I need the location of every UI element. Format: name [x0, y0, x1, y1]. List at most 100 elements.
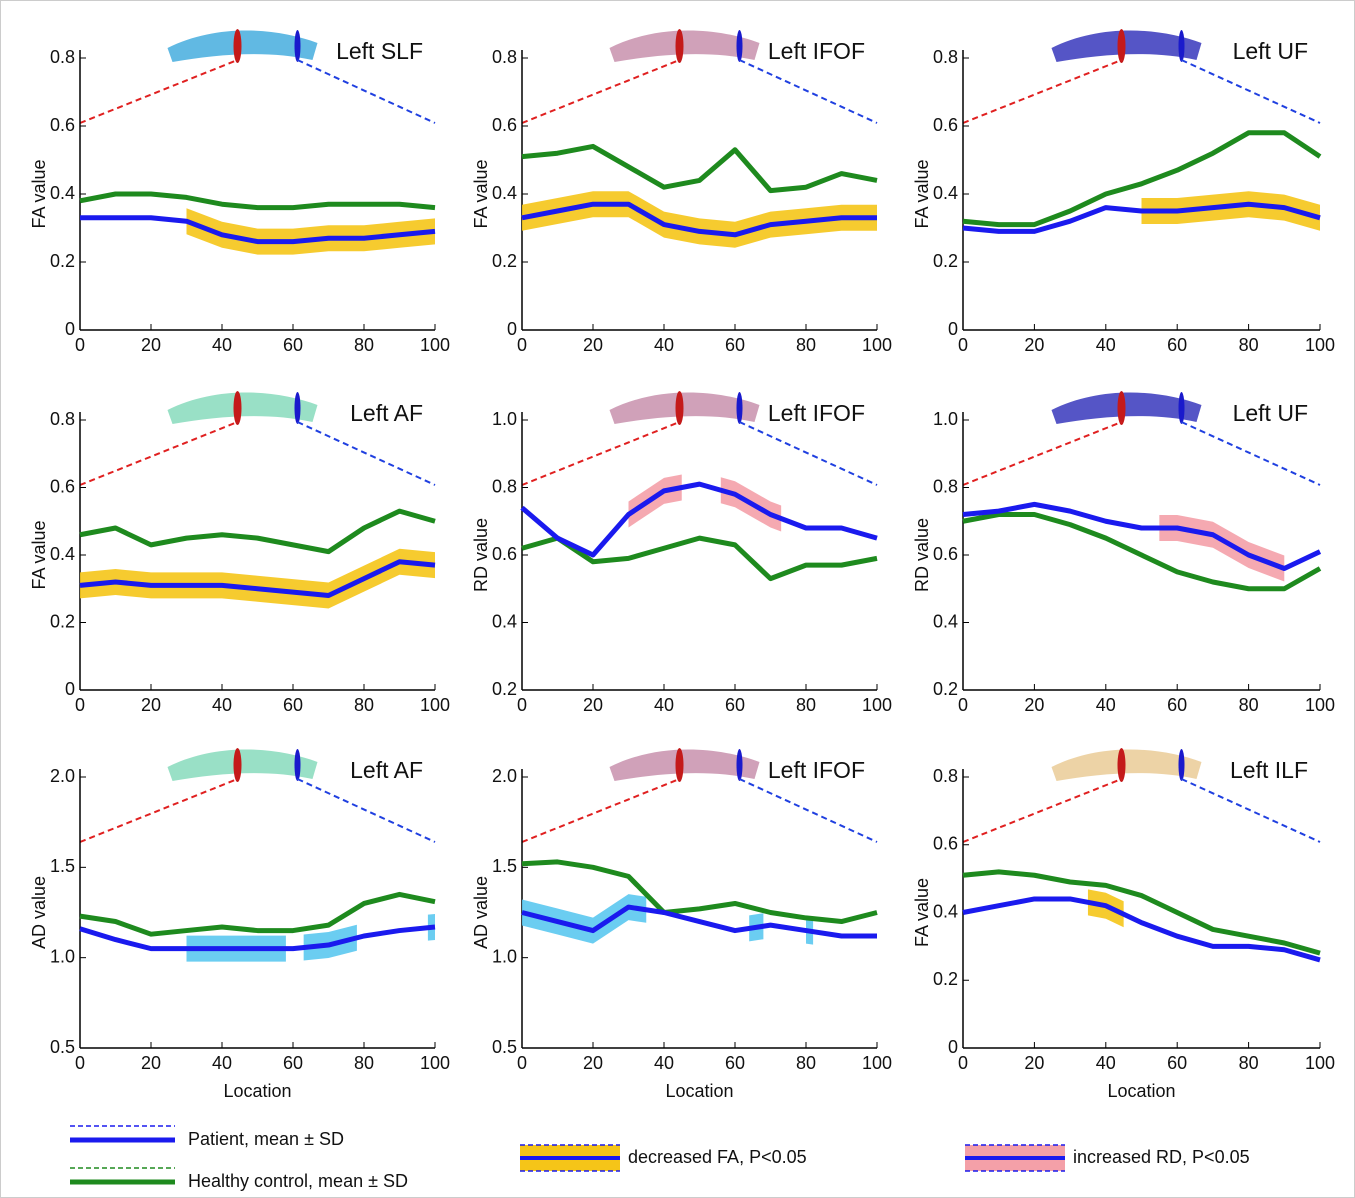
y-tick-label: 0.6	[50, 476, 75, 496]
x-tick-label: 20	[583, 695, 603, 715]
tract-illustration	[1051, 392, 1202, 424]
y-tick-label: 0.4	[50, 544, 75, 564]
control-line	[962, 130, 1322, 228]
y-tick-label: 0.2	[492, 679, 517, 699]
y-tick-label: 0.6	[933, 544, 958, 564]
x-tick-label: 100	[862, 1053, 892, 1073]
y-tick-label: 0	[948, 319, 958, 339]
roi-marker	[1178, 30, 1185, 62]
y-tick-label: 0.8	[492, 476, 517, 496]
y-axis-label: FA value	[471, 159, 491, 228]
roi-link	[739, 778, 878, 843]
roi-link	[297, 59, 436, 124]
roi-marker	[675, 391, 684, 425]
control-line	[521, 143, 878, 194]
y-axis-label: FA value	[912, 159, 932, 228]
y-tick-label: 0.6	[492, 115, 517, 135]
x-tick-label: 0	[517, 695, 527, 715]
patient-line	[79, 924, 436, 952]
roi-link	[1181, 59, 1321, 124]
y-tick-label: 2.0	[492, 766, 517, 786]
panel-title: Left IFOF	[768, 38, 865, 64]
y-axis-label: FA value	[29, 159, 49, 228]
y-tick-label: 0.4	[933, 901, 958, 921]
patient-line	[521, 904, 877, 939]
x-tick-label: 40	[654, 695, 674, 715]
y-tick-label: 0	[507, 319, 517, 339]
roi-marker	[1117, 748, 1126, 782]
roi-link	[297, 778, 436, 843]
roi-link	[79, 59, 238, 124]
y-tick-label: 0.4	[933, 611, 958, 631]
roi-link	[521, 421, 680, 486]
roi-marker	[675, 748, 684, 782]
roi-marker	[1117, 391, 1126, 425]
x-tick-label: 0	[75, 335, 85, 355]
x-tick-label: 0	[75, 695, 85, 715]
tract-illustration	[1051, 30, 1202, 62]
x-tick-label: 20	[583, 1053, 603, 1073]
x-tick-label: 100	[420, 335, 450, 355]
x-tick-label: 80	[796, 335, 816, 355]
roi-link	[1181, 778, 1321, 843]
roi-marker	[294, 749, 301, 781]
x-tick-label: 20	[141, 695, 161, 715]
x-tick-label: 0	[517, 335, 527, 355]
y-tick-label: 0.8	[50, 409, 75, 429]
x-tick-label: 80	[354, 335, 374, 355]
control-line	[79, 891, 436, 937]
x-tick-label: 100	[862, 335, 892, 355]
roi-marker	[736, 30, 743, 62]
x-tick-label: 60	[283, 1053, 303, 1073]
tract-illustration	[1051, 749, 1202, 781]
roi-link	[962, 59, 1122, 124]
tract-illustration	[609, 749, 760, 781]
x-tick-label: 0	[958, 695, 968, 715]
x-tick-label: 100	[420, 695, 450, 715]
x-tick-label: 80	[1239, 695, 1259, 715]
panel-title: Left IFOF	[768, 757, 865, 783]
y-tick-label: 0.6	[492, 544, 517, 564]
significance-band	[1141, 191, 1320, 231]
roi-marker	[233, 391, 242, 425]
x-tick-label: 100	[862, 695, 892, 715]
x-tick-label: 20	[1024, 1053, 1044, 1073]
y-tick-label: 0.8	[933, 476, 958, 496]
control-line	[962, 512, 1322, 592]
panel-title: Left UF	[1233, 400, 1308, 426]
y-tick-label: 1.0	[492, 946, 517, 966]
y-axis-label: RD value	[912, 518, 932, 592]
legend-label: Healthy control, mean ± SD	[188, 1171, 408, 1191]
roi-marker	[294, 392, 301, 424]
significance-band	[186, 208, 435, 255]
y-tick-label: 0.2	[933, 251, 958, 271]
tract-illustration	[167, 30, 318, 62]
y-tick-label: 0.8	[933, 766, 958, 786]
roi-link	[962, 778, 1122, 843]
y-tick-label: 0.2	[492, 251, 517, 271]
x-axis-label: Location	[223, 1081, 291, 1101]
roi-marker	[736, 392, 743, 424]
panel-title: Left UF	[1233, 38, 1308, 64]
x-tick-label: 20	[141, 1053, 161, 1073]
tract-illustration	[167, 749, 318, 781]
panel-title: Left SLF	[336, 38, 423, 64]
y-tick-label: 0.8	[492, 47, 517, 67]
x-tick-label: 0	[75, 1053, 85, 1073]
x-tick-label: 20	[141, 335, 161, 355]
control-line	[521, 535, 878, 582]
patient-line	[962, 501, 1322, 571]
y-axis-label: FA value	[29, 520, 49, 589]
x-tick-label: 100	[1305, 335, 1335, 355]
control-line	[962, 869, 1321, 956]
y-tick-label: 0.8	[933, 47, 958, 67]
x-tick-label: 0	[517, 1053, 527, 1073]
significance-band	[522, 894, 647, 944]
y-tick-label: 0.2	[933, 969, 958, 989]
control-line	[79, 508, 436, 555]
roi-link	[1181, 421, 1321, 486]
roi-marker	[1178, 749, 1185, 781]
y-tick-label: 0.8	[50, 47, 75, 67]
y-tick-label: 0	[65, 319, 75, 339]
